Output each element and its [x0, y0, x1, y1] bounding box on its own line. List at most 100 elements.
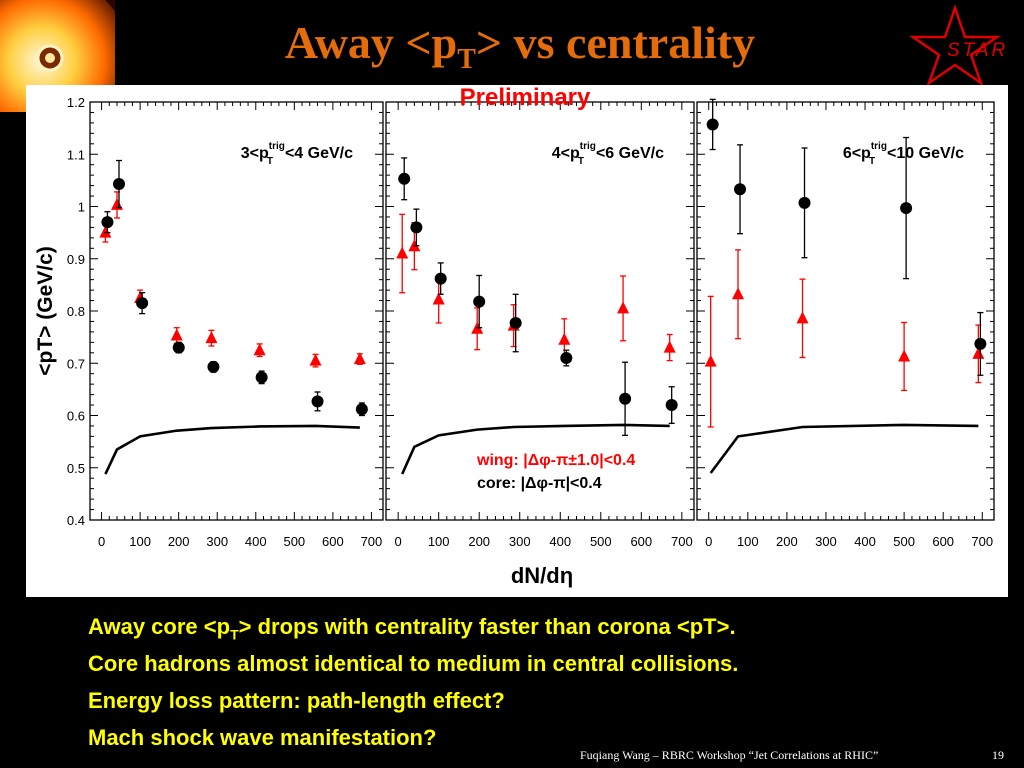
bullet-3: Energy loss pattern: path-length effect?: [88, 686, 738, 723]
x-tick-label: 400: [245, 534, 267, 549]
panel-label: 3<ptrig T <4 GeV/c: [241, 141, 353, 167]
x-tick-label: 100: [428, 534, 450, 549]
panel-label-pre: 6<p: [843, 145, 871, 162]
x-tick-label: 500: [590, 534, 612, 549]
bullet-2-text: Core hadrons almost identical to medium …: [88, 651, 739, 676]
bullet-1-pre: Away core <p: [88, 614, 231, 639]
title-suffix: > vs centrality: [475, 17, 756, 68]
panel-label-sup: trig: [580, 141, 596, 152]
x-tick-label: 400: [549, 534, 571, 549]
panel-label-sub: T: [869, 156, 875, 167]
core-point: [355, 403, 368, 416]
core-point: [798, 196, 811, 209]
y-tick-label: 0.9: [67, 252, 85, 267]
core-point: [101, 216, 114, 229]
star-logo: STAR: [905, 4, 1020, 87]
x-tick-label: 500: [893, 534, 915, 549]
wing-point: [253, 343, 266, 356]
core-point: [172, 341, 185, 354]
panel-label-pre: 3<p: [241, 145, 269, 162]
wing-point: [558, 332, 571, 345]
bullet-list: Away core <pT> drops with centrality fas…: [88, 612, 738, 760]
core-point: [410, 221, 423, 234]
wing-point: [796, 311, 809, 324]
title-prefix: Away <p: [284, 17, 458, 68]
panel-label-post: <6 GeV/c: [596, 145, 664, 162]
bullet-3-text: Energy loss pattern: path-length effect?: [88, 688, 505, 713]
core-point: [619, 392, 632, 405]
core-point: [560, 352, 573, 365]
y-tick-label: 0.4: [67, 513, 85, 528]
x-tick-label: 200: [168, 534, 190, 549]
core-point: [207, 360, 220, 373]
panel-1: 0 100 200 300 400 500 600 700 3<ptrig T <4 GeV/c: [89, 101, 384, 549]
solar-corona-image: [0, 0, 115, 112]
legend-wing: wing: |Δφ-π±1.0|<0.4: [476, 452, 635, 469]
chart: <pT> (GeV/c) 0.4 0.5 0.6 0.7 0.8 0.9 1 1.1 1.2 0 10…: [34, 95, 995, 588]
wing-point: [396, 246, 409, 259]
panel-label: 6<ptrig T <10 GeV/c: [843, 141, 964, 167]
panel-frame: [696, 101, 995, 521]
wing-point: [205, 331, 218, 344]
x-tick-label: 700: [671, 534, 693, 549]
panel-2: 0 100 200 300 400 500 600 700 4<ptrig T <6 GeV/c: [385, 101, 695, 549]
core-point: [734, 183, 747, 196]
wing-point: [617, 301, 630, 314]
panel-label-post: <4 GeV/c: [285, 145, 353, 162]
bullet-4-text: Mach shock wave manifestation?: [88, 725, 437, 750]
x-tick-label: 600: [322, 534, 344, 549]
legend-core: core: |Δφ-π|<0.4: [477, 475, 602, 492]
x-tick-label: 200: [468, 534, 490, 549]
core-point: [434, 272, 447, 285]
core-point: [112, 178, 125, 191]
panel-label-sub: T: [267, 156, 273, 167]
page-number: 19: [992, 748, 1004, 762]
reference-curve: [709, 423, 979, 474]
y-tick-label: 1.2: [67, 95, 85, 110]
wing-point: [170, 328, 183, 341]
preliminary-label: Preliminary: [459, 84, 591, 111]
panel-3: 0 100 200 300 400 500 600 700 6<ptrig T <10 GeV/c: [696, 98, 995, 549]
x-tick-label: 400: [854, 534, 876, 549]
x-tick-label: 300: [509, 534, 531, 549]
panel-label-sub: T: [578, 156, 584, 167]
x-tick-label: 0: [705, 534, 712, 549]
wing-point: [732, 287, 745, 300]
x-tick-label: 700: [971, 534, 993, 549]
x-tick-label: 700: [361, 534, 383, 549]
x-tick-label: 0: [98, 534, 105, 549]
bullet-1-post: > drops with centrality faster than coro…: [238, 614, 736, 639]
star-logo-outline: [908, 4, 1002, 87]
bullet-1: Away core <pT> drops with centrality fas…: [88, 612, 738, 649]
x-tick-label: 300: [206, 534, 228, 549]
wing-point: [898, 349, 911, 362]
wing-point: [99, 225, 112, 238]
y-tick-label: 0.8: [67, 304, 85, 319]
x-tick-label: 200: [776, 534, 798, 549]
panel-label-sup: trig: [269, 141, 285, 152]
wing-point: [972, 346, 985, 359]
bullet-1-sub: T: [230, 626, 239, 643]
y-tick-label: 0.7: [67, 356, 85, 371]
x-tick-label: 100: [737, 534, 759, 549]
core-point: [398, 172, 411, 185]
panel-frame: [89, 101, 384, 521]
core-point: [974, 337, 987, 350]
y-tick-label: 0.6: [67, 409, 85, 424]
x-tick-label: 0: [395, 534, 402, 549]
core-point: [900, 202, 913, 215]
panel-label: 4<ptrig T <6 GeV/c: [552, 141, 664, 167]
core-point: [136, 297, 149, 310]
wing-point: [432, 292, 445, 305]
y-axis-label: <pT> (GeV/c): [34, 246, 57, 376]
core-point: [665, 399, 678, 412]
wing-point: [704, 354, 717, 367]
wing-point: [309, 353, 322, 366]
core-point: [311, 395, 324, 408]
reference-curve: [104, 424, 360, 475]
core-point: [706, 118, 719, 131]
slide-title: Away <pT> vs centrality: [0, 16, 1024, 76]
footer-text: Fuqiang Wang – RBRC Workshop “Jet Correl…: [580, 748, 879, 762]
x-tick-label: 600: [630, 534, 652, 549]
panel-label-pre: 4<p: [552, 145, 580, 162]
